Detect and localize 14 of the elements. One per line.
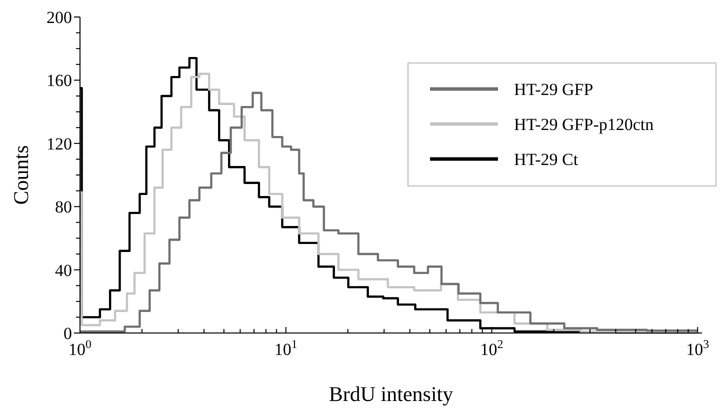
x-axis-title: BrdU intensity — [328, 382, 454, 406]
y-tick-label: 40 — [55, 260, 72, 280]
legend-label: HT-29 GFP-p120ctn — [514, 115, 654, 134]
legend-label: HT-29 Ct — [514, 150, 578, 169]
y-tick-label: 120 — [46, 134, 72, 154]
y-tick-label: 80 — [55, 198, 72, 217]
y-tick-label: 200 — [46, 8, 72, 27]
y-axis-title: Counts — [9, 145, 33, 205]
legend-label: HT-29 GFP — [514, 80, 594, 99]
x-tick-label: 10$^{3}$ — [686, 337, 710, 359]
y-tick-label: 0 — [64, 324, 72, 343]
x-tick-label: 10$^{1}$ — [274, 337, 298, 359]
x-tick-label: 10$^{2}$ — [480, 337, 504, 359]
y-tick-label: 160 — [46, 71, 72, 90]
